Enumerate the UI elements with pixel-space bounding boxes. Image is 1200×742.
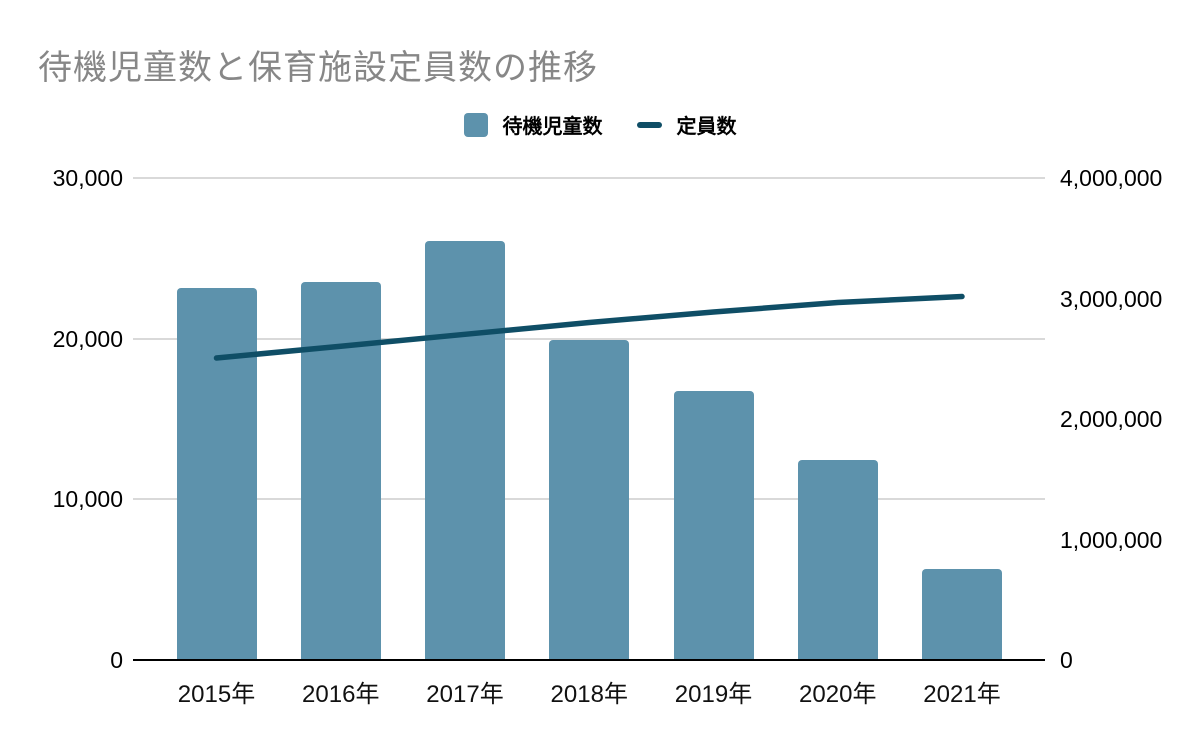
chart-title: 待機児童数と保育施設定員数の推移 [38,49,598,87]
x-axis-label-2016年: 2016年 [302,681,380,708]
capacity-line [213,293,965,361]
bar-series-swatch-icon [463,112,488,137]
x-axis-label-2020年: 2020年 [799,681,877,708]
bar-2017年 [425,240,505,660]
right-axis-tick-label: 4,000,000 [1060,165,1163,191]
x-axis-label-2017年: 2017年 [426,681,504,708]
left-axis-tick-label: 30,000 [52,165,123,191]
right-axis-tick-label: 2,000,000 [1060,406,1163,432]
left-axis-tick-label: 10,000 [52,486,123,513]
line-series-swatch-icon [636,121,662,128]
right-axis-tick-label: 3,000,000 [1060,285,1163,312]
x-axis-label-2019年: 2019年 [674,681,753,708]
gridline [133,177,1045,179]
left-axis-tick-label: 0 [110,647,123,673]
legend-label-waiting-children: 待機児童数 [502,116,603,138]
right-axis-tick-label: 1,000,000 [1060,526,1163,553]
bar-2021年 [922,569,1002,660]
legend-label-capacity: 定員数 [676,116,737,138]
x-axis-label-2015年: 2015年 [177,681,256,708]
x-axis-label-2021年: 2021年 [923,681,1001,708]
legend-item-waiting-children: 待機児童数 [463,110,603,139]
legend: 待機児童数 定員数 [0,110,1200,139]
plot-area [133,177,1045,661]
bar-2018年 [549,340,630,660]
x-axis-label-2018年: 2018年 [550,681,628,708]
bar-2019年 [673,390,754,660]
left-axis-tick-label: 20,000 [52,325,123,352]
right-axis-tick-label: 0 [1060,647,1073,673]
bar-2020年 [797,460,878,660]
bar-2015年 [176,287,257,660]
x-axis-line [133,659,1045,661]
capacity-line-path [213,293,965,361]
legend-item-capacity: 定員数 [636,110,737,139]
gridline [133,337,1045,340]
